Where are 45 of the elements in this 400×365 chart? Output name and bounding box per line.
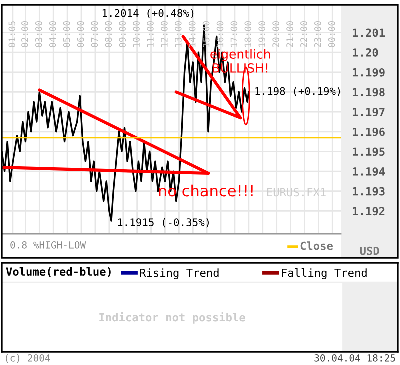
- x-tick-label: 02:00: [22, 21, 28, 48]
- x-tick-label: 07:00: [91, 21, 98, 48]
- x-tick-label: 01:05: [8, 22, 16, 48]
- x-tick-label: 22:00: [300, 21, 308, 48]
- text: 0.8 %HIGH-LOW: [10, 241, 86, 249]
- y-tick-label: 1.20: [353, 48, 378, 57]
- x-tick-label: 16:00: [216, 21, 224, 47]
- y-tick-label: 1.197: [353, 108, 385, 116]
- x-tick-label: 06:00: [77, 21, 84, 48]
- x-tick-label: 04:00: [49, 21, 56, 48]
- y-tick-label: 1.201: [353, 28, 386, 38]
- y-tick-label: 1.199: [353, 68, 385, 77]
- x-tick-label: 11:00: [147, 21, 154, 47]
- x-tick-label: 23:00: [314, 21, 322, 48]
- x-tick-label: 14:00: [188, 21, 196, 47]
- x-tick-label: 00:00: [328, 21, 336, 48]
- x-tick-label: 19:00: [258, 21, 266, 47]
- x-tick-label: 10:00: [133, 21, 140, 47]
- y-tick-label: 1.192: [353, 207, 385, 216]
- x-tick-label: 15:00: [202, 21, 210, 47]
- annotation: 1.1915 (-0.35%): [118, 218, 209, 228]
- x-tick-label: 05:00: [63, 21, 70, 48]
- x-tick-label: 09:00: [119, 21, 126, 48]
- x-tick-label: 20:00: [272, 21, 280, 48]
- text: Volume(red-blue): [6, 267, 111, 278]
- legend-label: Falling Trend: [282, 268, 367, 280]
- x-tick-label: 21:00: [286, 21, 294, 48]
- x-tick-label: 08:00: [105, 21, 112, 48]
- y-tick-label: 1.193: [353, 187, 385, 196]
- y-axis-title: USD: [360, 246, 380, 256]
- y-tick-label: 1.195: [353, 148, 385, 156]
- text: (c) 2004: [6, 354, 50, 363]
- annotation: 1.2014 (+0.48%): [102, 9, 194, 18]
- text: 30.04.04 18:25: [314, 354, 396, 362]
- x-tick-label: 13:00: [174, 21, 182, 47]
- x-tick-label: 12:00: [161, 21, 168, 47]
- legend-label: Close: [300, 242, 333, 250]
- legend-label: Rising Trend: [140, 268, 219, 280]
- x-tick-label: 17:00: [230, 21, 238, 47]
- y-tick-label: 1.196: [353, 128, 385, 136]
- y-tick-label: 1.194: [353, 168, 386, 176]
- x-tick-label: 18:00: [244, 21, 252, 47]
- y-tick-label: 1.198: [353, 88, 385, 97]
- annotation: 1.198 (+0.19%): [256, 87, 340, 97]
- x-tick-label: 03:00: [35, 21, 42, 48]
